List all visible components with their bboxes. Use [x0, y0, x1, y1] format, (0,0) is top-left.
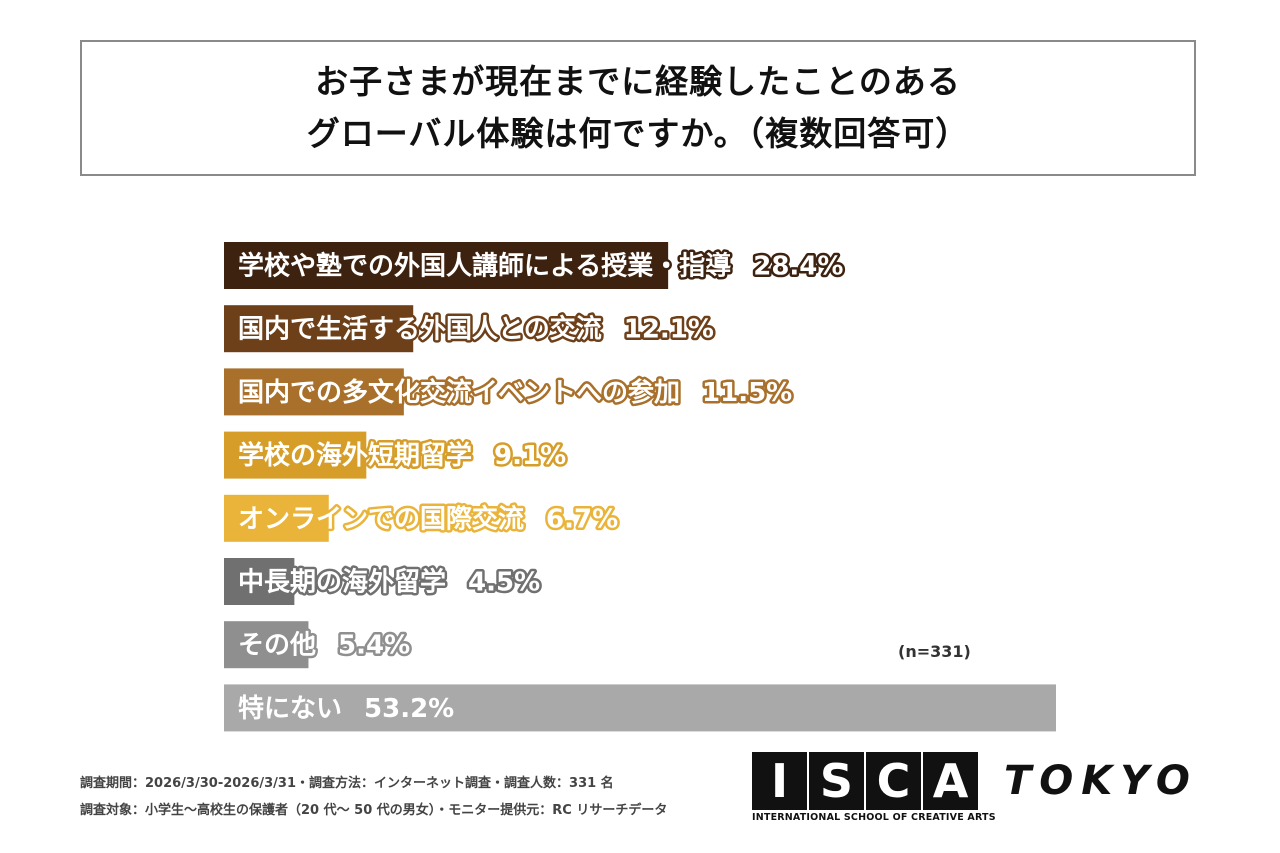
footer-survey-period: 調査期間：2026/3/30-2026/3/31・調査方法：インターネット調査・…	[80, 776, 614, 791]
bar-label: 国内での多文化交流イベントへの参加 11.5%	[238, 377, 792, 408]
logo-subtitle: INTERNATIONAL SCHOOL OF CREATIVE ARTS	[752, 812, 996, 823]
title-line-1: お子さまが現在までに経験したことのある	[315, 62, 961, 101]
isca-tokyo-logo: I S C A TOKYO INTERNATIONAL SCHOOL OF CR…	[752, 752, 1202, 832]
logo-word: TOKYO	[1004, 758, 1198, 804]
category-label: その他	[238, 631, 316, 661]
value-label: 12.1%	[624, 315, 714, 345]
bar	[224, 305, 414, 353]
category-label: 特にない	[238, 693, 342, 724]
title-line-2: グローバル体験は何ですか。（複数回答可）	[306, 114, 970, 153]
logo-letter-boxes: I S C A	[752, 752, 1202, 810]
bar-label: その他 5.4%	[238, 631, 410, 661]
bar-label: 特にない 53.2%	[238, 693, 454, 724]
logo-letter: C	[866, 752, 921, 810]
category-label: 国内での多文化交流イベントへの参加	[238, 377, 680, 408]
sample-size-note: (n=331)	[898, 642, 971, 661]
bar-label: 国内で生活する外国人との交流 12.1%	[238, 314, 714, 345]
value-label: 28.4%	[753, 252, 843, 282]
category-label: 学校の海外短期留学	[238, 440, 472, 471]
bar	[224, 621, 309, 669]
bar	[224, 494, 329, 542]
logo-letter: I	[752, 752, 807, 810]
bar	[224, 431, 367, 479]
category-label: 中長期の海外留学	[238, 567, 446, 598]
bar	[224, 684, 1056, 732]
bar-label: 中長期の海外留学 4.5%	[238, 567, 540, 598]
bar	[224, 242, 669, 289]
value-label: 11.5%	[702, 378, 792, 408]
bar-label: 学校の海外短期留学 9.1%	[238, 440, 566, 471]
value-label: 6.7%	[546, 504, 618, 534]
bar	[224, 368, 404, 416]
bar-label: オンラインでの国際交流 6.7%	[238, 503, 618, 534]
category-label: 国内で生活する外国人との交流	[238, 314, 602, 345]
value-label: 4.5%	[468, 568, 540, 598]
logo-letter: S	[809, 752, 864, 810]
value-label: 5.4%	[338, 631, 410, 661]
footer-survey-target: 調査対象：小学生〜高校生の保護者（20 代〜 50 代の男女）・モニター提供元：…	[80, 803, 668, 818]
title-box: お子さまが現在までに経験したことのある グローバル体験は何ですか。（複数回答可）	[80, 40, 1196, 176]
value-label: 53.2%	[364, 694, 454, 724]
bar	[224, 558, 295, 605]
bar-label: 学校や塾での外国人講師による授業・指導 28.4%	[238, 251, 843, 282]
category-label: オンラインでの国際交流	[238, 503, 524, 534]
category-label: 学校や塾での外国人講師による授業・指導	[238, 251, 731, 282]
value-label: 9.1%	[494, 441, 566, 471]
logo-letter: A	[923, 752, 978, 810]
